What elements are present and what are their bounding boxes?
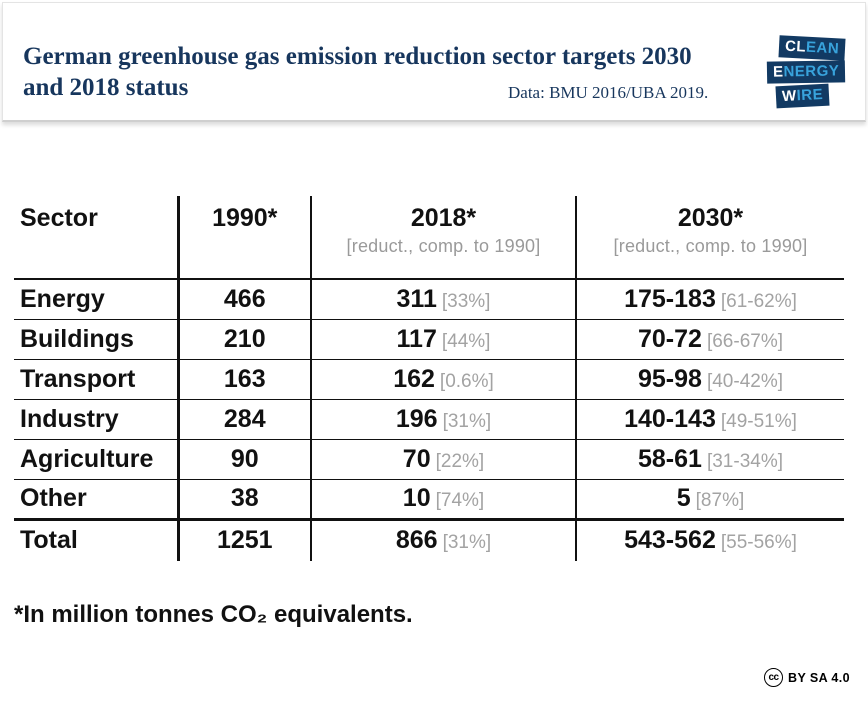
logo-text-accent: IRE — [796, 85, 824, 105]
page-title: German greenhouse gas emission reduction… — [23, 43, 692, 101]
value-1990: 38 — [178, 479, 312, 520]
sector-label: Transport — [14, 359, 180, 400]
value-2018: 162 [0.6%] — [311, 359, 577, 400]
value-2030-pct: [31-34%] — [706, 450, 783, 472]
sector-label: Other — [14, 479, 180, 520]
value-2018-pct: [31%] — [442, 410, 492, 432]
license-label: BY SA 4.0 — [788, 670, 850, 685]
value-2018-pct: [44%] — [441, 330, 491, 352]
value-2030-pct: [66-67%] — [706, 330, 783, 352]
col-header-1990: 1990* — [178, 196, 312, 280]
value-2030-pct: [61-62%] — [720, 290, 797, 312]
value-2030-main: 140-143 — [624, 404, 716, 433]
sector-label: Energy — [14, 279, 180, 320]
logo-row-energy: ENERGY — [766, 60, 846, 84]
value-2030-main: 70-72 — [638, 324, 702, 353]
table-row-agriculture: Agriculture 90 70 [22%] 58-61 [31-34%] — [14, 439, 844, 480]
value-2018: 866 [31%] — [311, 517, 577, 561]
sector-label: Buildings — [14, 319, 180, 360]
value-1990: 1251 — [178, 517, 312, 561]
value-1990: 284 — [178, 399, 312, 440]
header-card: German greenhouse gas emission reduction… — [2, 2, 866, 122]
value-2018: 311 [33%] — [311, 279, 577, 320]
value-2030-main: 543-562 — [624, 526, 716, 555]
value-2018-main: 196 — [395, 404, 438, 433]
table-row-total: Total 1251 866 [31%] 543-562 [55-56%] — [14, 517, 844, 561]
col-header-sector: Sector — [14, 196, 180, 280]
value-1990: 90 — [178, 439, 312, 480]
value-2018-main: 70 — [402, 444, 431, 473]
value-2030: 70-72 [66-67%] — [576, 319, 844, 360]
sector-label: Total — [14, 517, 180, 561]
value-2030-main: 5 — [676, 484, 691, 512]
value-1990: 163 — [178, 359, 312, 400]
value-2018: 196 [31%] — [311, 399, 577, 440]
value-2018-main: 10 — [402, 484, 431, 512]
value-2030: 543-562 [55-56%] — [576, 517, 844, 561]
cc-license-badge: cc BY SA 4.0 — [764, 668, 850, 687]
value-2030-pct: [87%] — [695, 490, 745, 511]
col-header-2030: 2030* [reduct., comp. to 1990] — [576, 196, 844, 280]
value-2018-main: 162 — [393, 364, 435, 393]
data-credit: Data: BMU 2016/UBA 2019. — [508, 83, 709, 102]
value-2018-pct: [74%] — [435, 490, 485, 511]
sector-label: Agriculture — [14, 439, 180, 480]
value-2018: 10 [74%] — [311, 479, 577, 520]
emissions-table: Sector 1990* 2018* [reduct., comp. to 199… — [14, 196, 844, 561]
col-header-2030-subnote: [reduct., comp. to 1990] — [613, 236, 808, 256]
sector-label: Industry — [14, 399, 180, 440]
cc-icon: cc — [764, 668, 784, 687]
value-2018-main: 311 — [396, 284, 437, 313]
value-2030-main: 175-183 — [624, 284, 716, 313]
footnote: *In million tonnes CO₂ equivalents. — [14, 601, 413, 628]
value-1990: 210 — [178, 319, 312, 360]
logo-text-strong: CL — [784, 37, 807, 56]
clean-energy-wire-logo: CLEAN ENERGY WIRE — [766, 35, 846, 109]
table-row-other: Other 38 10 [74%] 5 [87%] — [14, 479, 844, 520]
value-2030-main: 58-61 — [638, 444, 702, 473]
value-2030: 175-183 [61-62%] — [576, 279, 844, 320]
value-1990: 466 — [178, 279, 312, 320]
value-2018-pct: [33%] — [441, 290, 491, 312]
value-2030: 5 [87%] — [576, 479, 844, 520]
value-2018-pct: [0.6%] — [439, 370, 494, 392]
value-2030-pct: [55-56%] — [720, 532, 797, 554]
value-2030-pct: [49-51%] — [720, 410, 797, 432]
value-2018-main: 866 — [395, 526, 438, 555]
value-2018-pct: [31%] — [442, 532, 492, 554]
logo-text-accent: NERGY — [783, 62, 840, 81]
table-row-energy: Energy 466 311 [33%] 175-183 [61-62%] — [14, 279, 844, 320]
col-header-2018-subnote: [reduct., comp. to 1990] — [346, 236, 541, 256]
value-2030: 140-143 [49-51%] — [576, 399, 844, 440]
value-2030-pct: [40-42%] — [706, 370, 783, 392]
table-row-transport: Transport 163 162 [0.6%] 95-98 [40-42%] — [14, 359, 844, 400]
value-2018-main: 117 — [396, 324, 437, 353]
value-2018: 117 [44%] — [311, 319, 577, 360]
logo-text-strong: W — [781, 87, 797, 106]
value-2030-main: 95-98 — [638, 364, 702, 393]
value-2018-pct: [22%] — [435, 450, 485, 472]
col-header-2018: 2018* [reduct., comp. to 1990] — [311, 196, 577, 280]
logo-row-clean: CLEAN — [778, 35, 846, 61]
value-2018: 70 [22%] — [311, 439, 577, 480]
col-header-2030-label: 2030* — [677, 204, 744, 232]
value-2030: 58-61 [31-34%] — [576, 439, 844, 480]
logo-text-accent: EAN — [805, 38, 840, 58]
table-row-industry: Industry 284 196 [31%] 140-143 [49-51%] — [14, 399, 844, 440]
col-header-2018-label: 2018* — [410, 204, 477, 232]
logo-text-strong: E — [772, 63, 784, 81]
table-header-row: Sector 1990* 2018* [reduct., comp. to 199… — [14, 196, 844, 280]
value-2030: 95-98 [40-42%] — [576, 359, 844, 400]
table-row-buildings: Buildings 210 117 [44%] 70-72 [66-67%] — [14, 319, 844, 360]
logo-row-wire: WIRE — [775, 83, 830, 109]
